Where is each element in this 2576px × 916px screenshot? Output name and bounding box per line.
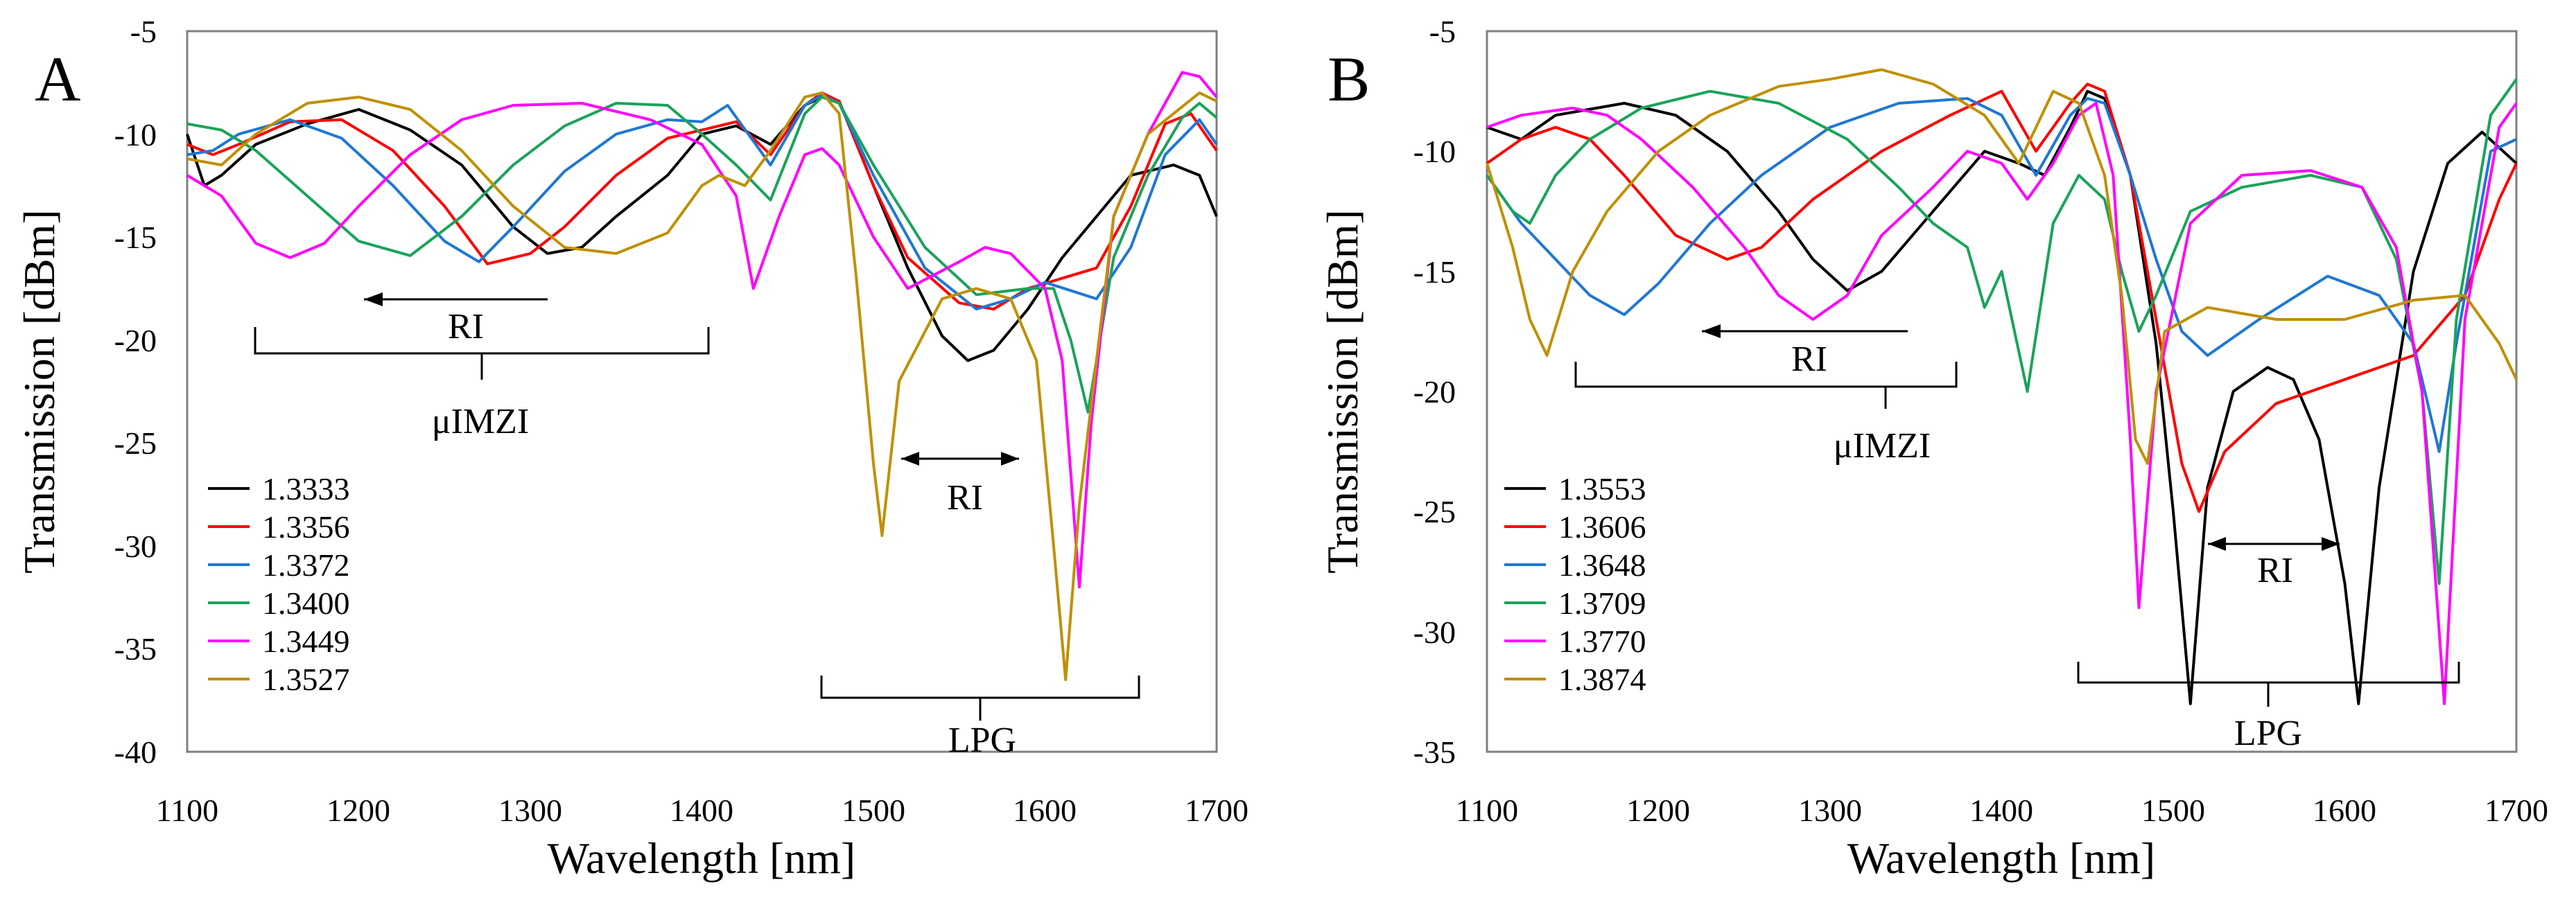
panel-b-curves bbox=[1486, 68, 2518, 705]
x-tick-label: 1300 bbox=[498, 793, 562, 828]
legend-entry: 1.3372 bbox=[262, 547, 350, 583]
x-axis-label-a: Wavelength [nm] bbox=[548, 834, 855, 883]
y-tick-label: -40 bbox=[114, 734, 157, 770]
plot-frame-b bbox=[1486, 30, 2518, 753]
panel-a: A -40 -35 -30 -25 -20 -15 -10 -5 1100 12… bbox=[15, 14, 1248, 883]
y-tick-label: -20 bbox=[1413, 374, 1456, 409]
x-ticks-a: 1100 1200 1300 1400 1500 1600 1700 bbox=[156, 793, 1248, 828]
legend-entry: 1.3709 bbox=[1558, 585, 1646, 621]
legend-entry: 1.3606 bbox=[1558, 509, 1646, 545]
series-line-1.3553 bbox=[1486, 89, 2518, 705]
legend-entry: 1.3449 bbox=[262, 624, 350, 659]
legend-entry: 1.3553 bbox=[1558, 471, 1646, 507]
y-tick-label: -10 bbox=[1413, 134, 1456, 169]
annotation-lpg-b: LPG bbox=[2234, 714, 2302, 753]
annotation-marks-a bbox=[254, 292, 1140, 721]
x-axis-label-b: Wavelength [nm] bbox=[1847, 834, 2155, 883]
annotation-mimzi-b: μIMZI bbox=[1834, 426, 1931, 466]
legend-entry: 1.3527 bbox=[262, 662, 350, 697]
annotation-ri-lpg-b: RI bbox=[2257, 551, 2293, 590]
x-tick-label: 1100 bbox=[156, 793, 218, 828]
y-tick-label: -5 bbox=[130, 14, 157, 49]
x-tick-label: 1400 bbox=[670, 793, 733, 828]
x-tick-label: 1500 bbox=[2141, 793, 2205, 828]
series-line-1.3372 bbox=[186, 94, 1218, 311]
series-line-1.3449 bbox=[186, 71, 1218, 589]
annotation-mimzi-a: μIMZI bbox=[432, 402, 530, 441]
series-line-1.3770 bbox=[1486, 102, 2518, 705]
y-tick-label: -15 bbox=[1413, 254, 1456, 290]
x-tick-label: 1400 bbox=[1969, 793, 2033, 828]
panel-label-a: A bbox=[35, 44, 80, 114]
x-tick-label: 1200 bbox=[327, 793, 390, 828]
y-ticks-a: -40 -35 -30 -25 -20 -15 -10 -5 bbox=[114, 14, 157, 770]
panel-label-b: B bbox=[1328, 44, 1370, 114]
y-tick-label: -35 bbox=[114, 631, 157, 667]
series-line-1.3874 bbox=[1486, 68, 2518, 465]
y-tick-label: -30 bbox=[1413, 615, 1456, 650]
x-ticks-b: 1100 1200 1300 1400 1500 1600 1700 bbox=[1456, 793, 2548, 828]
y-tick-label: -35 bbox=[1413, 734, 1456, 770]
legend-entry: 1.3356 bbox=[262, 509, 350, 545]
legend-entry: 1.3400 bbox=[262, 585, 350, 621]
legend-a: 1.3333 1.3356 1.3372 1.3400 1.3449 1.352… bbox=[208, 471, 350, 697]
x-tick-label: 1300 bbox=[1798, 793, 1862, 828]
panel-b: B -35 -30 -25 -20 -15 -10 -5 1100 1200 1… bbox=[1318, 14, 2548, 883]
x-tick-label: 1100 bbox=[1456, 793, 1518, 828]
panel-a-curves bbox=[186, 71, 1218, 681]
x-tick-label: 1700 bbox=[2484, 793, 2548, 828]
y-axis-label-a: Transmission [dBm] bbox=[15, 209, 64, 574]
y-tick-label: -5 bbox=[1429, 14, 1456, 49]
y-ticks-b: -35 -30 -25 -20 -15 -10 -5 bbox=[1413, 14, 1456, 770]
series-line-1.3606 bbox=[1486, 82, 2518, 513]
y-tick-label: -30 bbox=[114, 529, 157, 564]
y-tick-label: -25 bbox=[1413, 494, 1456, 529]
annotation-text-b: RI μIMZI RI LPG bbox=[1791, 340, 2302, 753]
series-line-1.3527 bbox=[186, 91, 1217, 681]
annotation-ri-a: RI bbox=[448, 307, 484, 346]
x-tick-label: 1600 bbox=[2313, 793, 2376, 828]
annotation-marks-b bbox=[1574, 324, 2460, 707]
x-tick-label: 1700 bbox=[1185, 793, 1248, 828]
legend-entry: 1.3874 bbox=[1558, 662, 1646, 697]
plot-frame-a bbox=[186, 30, 1218, 753]
x-tick-label: 1500 bbox=[842, 793, 905, 828]
legend-entry: 1.3333 bbox=[262, 471, 350, 507]
series-line-1.3709 bbox=[1486, 78, 2518, 585]
x-tick-label: 1600 bbox=[1013, 793, 1077, 828]
legend-b: 1.3553 1.3606 1.3648 1.3709 1.3770 1.387… bbox=[1504, 471, 1646, 697]
annotation-text-a: RI μIMZI RI LPG bbox=[432, 307, 1016, 760]
y-axis-label-b: Transmission [dBm] bbox=[1318, 209, 1367, 574]
annotation-ri-b: RI bbox=[1791, 340, 1827, 379]
annotation-lpg-a: LPG bbox=[948, 721, 1016, 760]
annotation-ri-lpg-a: RI bbox=[947, 478, 983, 518]
series-line-1.3356 bbox=[186, 91, 1218, 311]
legend-entry: 1.3648 bbox=[1558, 547, 1646, 583]
y-tick-label: -15 bbox=[114, 220, 157, 255]
series-line-1.3333 bbox=[186, 96, 1218, 362]
legend-entry: 1.3770 bbox=[1558, 624, 1646, 659]
y-tick-label: -20 bbox=[114, 323, 157, 358]
x-tick-label: 1200 bbox=[1626, 793, 1690, 828]
y-tick-label: -10 bbox=[114, 117, 157, 152]
y-tick-label: -25 bbox=[114, 425, 157, 461]
